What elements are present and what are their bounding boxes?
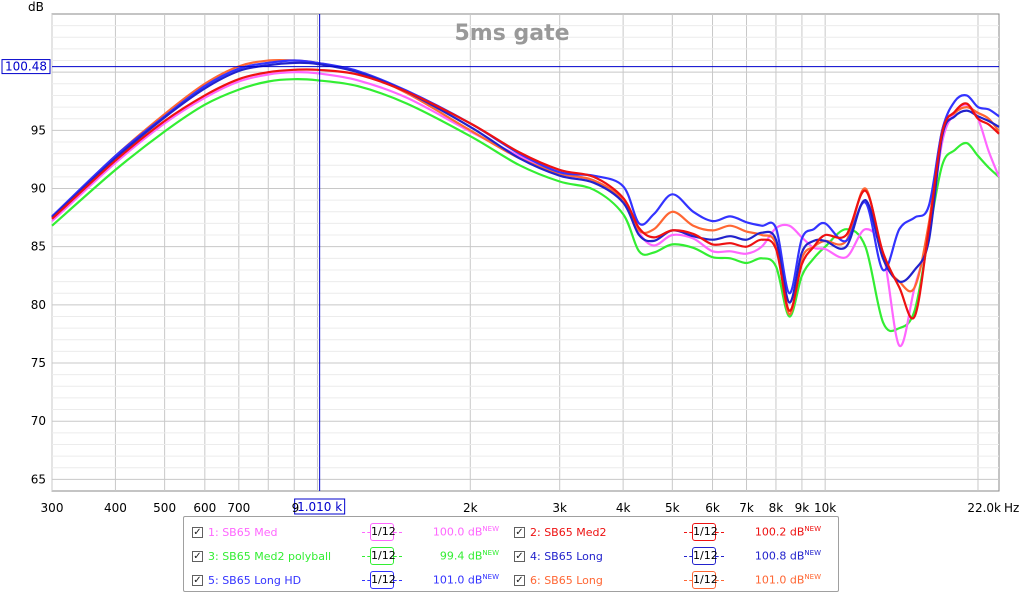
frequency-response-chart[interactable]: dB 5ms gate 100.481.010 k 65707580859095… <box>0 0 1024 516</box>
legend-level-value: 100.0 dB <box>432 525 483 539</box>
x-axis-unit-label: Hz <box>1004 501 1019 515</box>
new-badge: NEW <box>804 525 821 533</box>
y-tick-label: 75 <box>31 356 46 370</box>
legend-label: 5: SB65 Long HD <box>208 573 302 587</box>
legend-item[interactable]: ✓ 5: SB65 Long HD <box>192 571 301 589</box>
cursor-freq-readout: 1.010 k <box>297 500 342 514</box>
cursor-level-readout: 100.48 <box>5 60 47 74</box>
legend-checkbox[interactable]: ✓ <box>192 574 203 586</box>
legend-item[interactable]: ✓ 3: SB65 Med2 polyball <box>192 547 331 565</box>
x-tick-label: 4k <box>616 501 631 515</box>
series-line-2 <box>51 68 1000 320</box>
legend-label: 3: SB65 Med2 polyball <box>208 549 332 563</box>
legend-label: 4: SB65 Long <box>530 549 603 563</box>
x-tick-label: 9k <box>795 501 810 515</box>
legend-level-value: 101.0 dB <box>754 573 805 587</box>
x-tick-label: 600 <box>193 501 216 515</box>
y-tick-label: 95 <box>31 123 46 137</box>
y-tick-label: 80 <box>31 298 46 312</box>
legend-label: 2: SB65 Med2 <box>530 525 607 539</box>
legend-level: 101.0 dBNEW <box>746 573 821 587</box>
plot-area[interactable] <box>51 13 1000 492</box>
legend-item[interactable]: ✓ 6: SB65 Long <box>514 571 603 589</box>
chart-title: 5ms gate <box>454 21 569 46</box>
legend-panel: ✓ 1: SB65 Med 1/12 100.0 dBNEW ✓ 2: SB65 Med2… <box>183 516 839 592</box>
new-badge: NEW <box>482 549 499 557</box>
series-layer <box>51 58 1001 347</box>
smoothing-button[interactable]: 1/12 <box>362 523 402 541</box>
smoothing-button[interactable]: 1/12 <box>362 571 402 589</box>
legend-label: 1: SB65 Med <box>208 525 278 539</box>
x-tick-label: 5k <box>665 501 680 515</box>
legend-level-value: 101.0 dB <box>432 573 483 587</box>
legend-checkbox[interactable]: ✓ <box>192 550 203 562</box>
x-tick-label: 300 <box>41 501 64 515</box>
smoothing-label: 1/12 <box>370 571 396 589</box>
smoothing-button[interactable]: 1/12 <box>362 547 402 565</box>
x-tick-label: 500 <box>153 501 176 515</box>
legend-level: 100.8 dBNEW <box>746 549 821 563</box>
x-tick-label: 2k <box>463 501 478 515</box>
legend-level: 100.0 dBNEW <box>424 525 499 539</box>
legend-checkbox[interactable]: ✓ <box>192 526 203 538</box>
legend-level: 101.0 dBNEW <box>424 573 499 587</box>
new-badge: NEW <box>482 525 499 533</box>
new-badge: NEW <box>804 573 821 581</box>
x-axis-ticks: 300 400 500 600 700 9 2k 3k 4k 5k 6k 7k 8k 9k 10k 22.0k <box>41 501 1002 515</box>
cursor-layer[interactable]: 100.48 1.010 k <box>1 14 999 515</box>
legend-item[interactable]: ✓ 4: SB65 Long <box>514 547 603 565</box>
y-tick-label: 70 <box>31 414 46 428</box>
smoothing-label: 1/12 <box>692 571 718 589</box>
smoothing-label: 1/12 <box>692 523 718 541</box>
legend-level: 100.2 dBNEW <box>746 525 821 539</box>
y-tick-label: 90 <box>31 182 46 196</box>
x-tick-label: 8k <box>769 501 784 515</box>
y-tick-label: 85 <box>31 240 46 254</box>
x-tick-label: 400 <box>104 501 127 515</box>
legend-level-value: 100.2 dB <box>754 525 805 539</box>
smoothing-label: 1/12 <box>370 547 396 565</box>
new-badge: NEW <box>804 549 821 557</box>
x-tick-label: 700 <box>227 501 250 515</box>
legend-checkbox[interactable]: ✓ <box>514 526 525 538</box>
smoothing-button[interactable]: 1/12 <box>684 523 724 541</box>
legend-level-value: 99.4 dB <box>439 549 483 563</box>
y-axis-ticks: 65 70 75 80 85 90 95 <box>31 123 46 486</box>
legend-checkbox[interactable]: ✓ <box>514 550 525 562</box>
smoothing-label: 1/12 <box>692 547 718 565</box>
y-tick-label: 65 <box>31 472 46 486</box>
y-axis-unit-label: dB <box>28 0 44 14</box>
legend-level-value: 100.8 dB <box>754 549 805 563</box>
legend-label: 6: SB65 Long <box>530 573 603 587</box>
x-tick-label: 3k <box>552 501 567 515</box>
new-badge: NEW <box>482 573 499 581</box>
smoothing-button[interactable]: 1/12 <box>684 547 724 565</box>
legend-level: 99.4 dBNEW <box>424 549 499 563</box>
smoothing-label: 1/12 <box>370 523 396 541</box>
x-tick-label: 10k <box>814 501 836 515</box>
x-tick-label: 6k <box>705 501 720 515</box>
x-tick-label: 22.0k <box>967 501 1001 515</box>
legend-item[interactable]: ✓ 2: SB65 Med2 <box>514 523 606 541</box>
x-tick-label: 7k <box>739 501 754 515</box>
x-tick-label: 9 <box>292 501 300 515</box>
series-line-5 <box>51 59 1000 295</box>
cursor-level-box <box>1 59 51 75</box>
legend-checkbox[interactable]: ✓ <box>514 574 525 586</box>
legend-item[interactable]: ✓ 1: SB65 Med <box>192 523 277 541</box>
smoothing-button[interactable]: 1/12 <box>684 571 724 589</box>
cursor-freq-box <box>294 498 346 515</box>
